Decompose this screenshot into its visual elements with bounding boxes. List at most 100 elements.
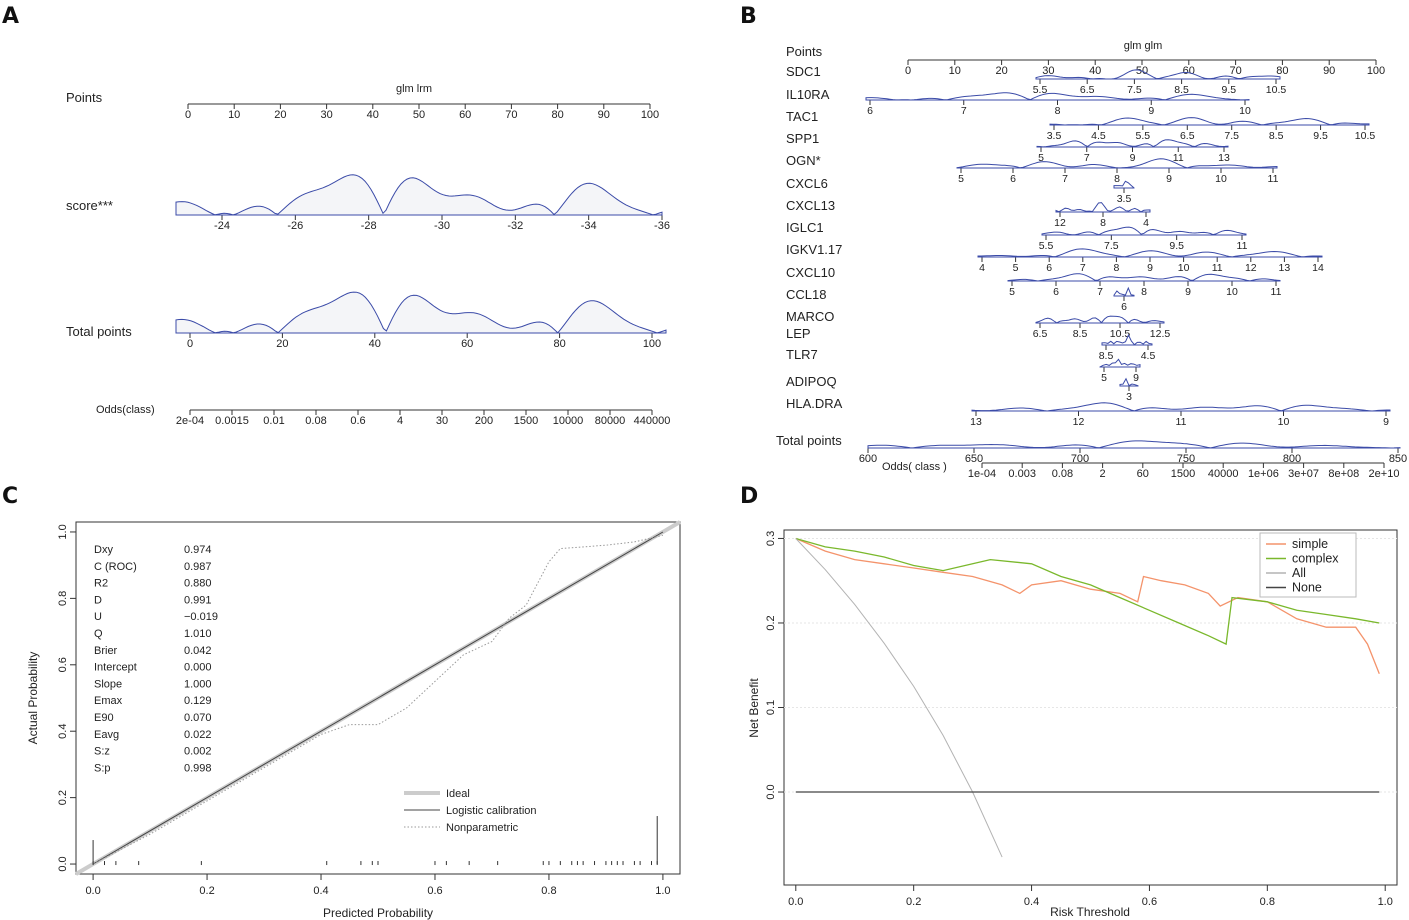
b-density [1113,286,1135,297]
b-density [1035,315,1165,324]
nomogram-a-axes: 0 10 20 30 40 50 60 70 80 90 100-24 -26 -28 -30 -32 -34… [176,103,670,427]
a-total-tick-label: 0 [187,338,193,350]
nomogram-a-total-label: Total points [66,324,132,339]
b-density [865,92,1250,101]
b-var-axis-tick-label: 9 [1185,286,1191,298]
a-points-tick-label: 40 [367,109,379,121]
b-var-axis-tick-label: 6 [1046,262,1052,274]
b-points-tick-label: 60 [1183,65,1195,77]
nomogram-a-model-label: glm lrm [396,83,432,95]
c-stat-value: 0.880 [184,578,212,590]
c-stat-value: 0.022 [184,729,212,741]
c-stat-value: 0.991 [184,594,212,606]
b-var-axis-tick-label: 5 [1009,286,1015,298]
panel-label-a: A [2,4,20,29]
b-var-axis-tick-label: 4 [979,262,985,274]
b-density [971,402,1391,412]
b-var-axis-tick-label: 8.5 [1174,84,1189,96]
c-stat-value: 1.000 [184,678,212,690]
b-total-tick-label: 850 [1389,453,1407,465]
a-score-tick-label: -24 [214,220,230,232]
nomogram-a-points-label: Points [66,90,103,105]
b-density [1113,180,1135,189]
a-odds-tick-label: 1500 [514,415,538,427]
c-legend-label: Nonparametric [446,822,519,834]
a-odds-tick-label: 0.08 [305,415,326,427]
nomogram-b: glm glm Points SDC1 IL10RA TAC1 SPP1 OGN* CXC… [776,40,1407,480]
a-score-density [175,174,663,216]
a-score-tick-label: -26 [287,220,303,232]
b-var-axis-tick-label: 3 [1126,391,1132,403]
b-var-axis-tick-label: 8 [1100,217,1106,229]
nomogram-a-densities [175,174,667,334]
b-odds-tick-label: 2 [1100,468,1106,480]
c-xtick-label: 0.8 [541,885,556,897]
b-var-axis-tick-label: 7.5 [1224,130,1239,142]
b-total-tick-label: 800 [1283,453,1301,465]
b-var-axis-tick-label: 9.5 [1169,240,1184,252]
c-ytick-label: 0.8 [57,591,69,606]
b-var-axis-tick-label: 13 [1279,262,1291,274]
nomogram-b-densities [865,69,1401,449]
c-stat-value: 0.129 [184,695,212,707]
b-var-axis-tick-label: 5.5 [1039,240,1054,252]
c-legend-label: Logistic calibration [446,805,537,817]
a-odds-tick-label: 80000 [595,415,626,427]
c-legend-label: Ideal [446,788,470,800]
d-legend-label: complex [1292,552,1339,566]
decision-xlabel: Risk Threshold [1050,905,1130,919]
a-odds-tick-label: 0.0015 [215,415,249,427]
c-series-line [92,531,664,865]
b-odds-tick-label: 0.08 [1052,468,1073,480]
c-xtick-label: 0.4 [313,885,328,897]
b-var-axis-tick-label: 10.5 [1266,84,1287,96]
b-var-axis-tick-label: 12 [1073,416,1085,428]
b-var-axis-tick-label: 13 [970,416,982,428]
calibration-plot-frame [75,521,681,875]
b-var-axis-tick-label: 8.5 [1099,350,1114,362]
b-points-tick-label: 0 [905,65,911,77]
calibration-lines [74,520,682,876]
a-total-tick-label: 40 [369,338,381,350]
a-score-tick-label: -30 [434,220,450,232]
b-var-axis-tick-label: 5.5 [1136,130,1151,142]
b-points-tick-label: 20 [995,65,1007,77]
b-variable-label: OGN* [786,153,821,168]
b-var-axis-tick-label: 9 [1166,173,1172,185]
b-variable-label: SDC1 [786,64,821,79]
b-var-axis-tick-label: 4.5 [1141,350,1156,362]
b-var-axis-tick-label: 6.5 [1080,84,1095,96]
nomogram-b-model-label: glm glm [1124,40,1163,52]
b-var-axis-tick-label: 8.5 [1073,328,1088,340]
d-series-line [795,537,1380,674]
d-xtick-label: 1.0 [1378,896,1393,908]
nomogram-b-points-label: Points [786,44,823,59]
b-var-axis-tick-label: 7.5 [1127,84,1142,96]
b-var-axis-tick-label: 8.5 [1269,130,1284,142]
b-variable-label: CXCL6 [786,176,828,191]
b-points-tick-label: 40 [1089,65,1101,77]
b-variable-label: ADIPOQ [786,374,837,389]
b-total-tick-label: 650 [965,453,983,465]
c-ytick-label: 0.2 [57,790,69,805]
calibration-xlabel: Predicted Probability [323,906,433,920]
b-variable-label: CCL18 [786,287,826,302]
c-stat-value: 0.987 [184,561,212,573]
b-total-density [867,440,1401,449]
b-var-axis-tick-label: 6 [1053,286,1059,298]
c-ytick-label: 0.4 [57,724,69,739]
calibration-ylabel: Actual Probability [26,652,40,745]
b-var-axis-tick-label: 10 [1226,286,1238,298]
b-var-axis-tick-label: 7 [1097,286,1103,298]
a-odds-tick-label: 2e-04 [176,415,204,427]
b-odds-tick-label: 40000 [1208,468,1239,480]
c-stat-name: Eavg [94,729,119,741]
b-var-axis-tick-label: 12 [1245,262,1257,274]
a-points-tick-label: 30 [320,109,332,121]
b-var-axis-tick-label: 9 [1133,372,1139,384]
nomogram-b-variable-labels: SDC1 IL10RA TAC1 SPP1 OGN* CXCL6 CXCL13 IGLC1 IG… [786,64,843,411]
c-xtick-label: 0.2 [199,885,214,897]
b-density [1055,202,1151,213]
panel-label-c: C [2,484,19,509]
